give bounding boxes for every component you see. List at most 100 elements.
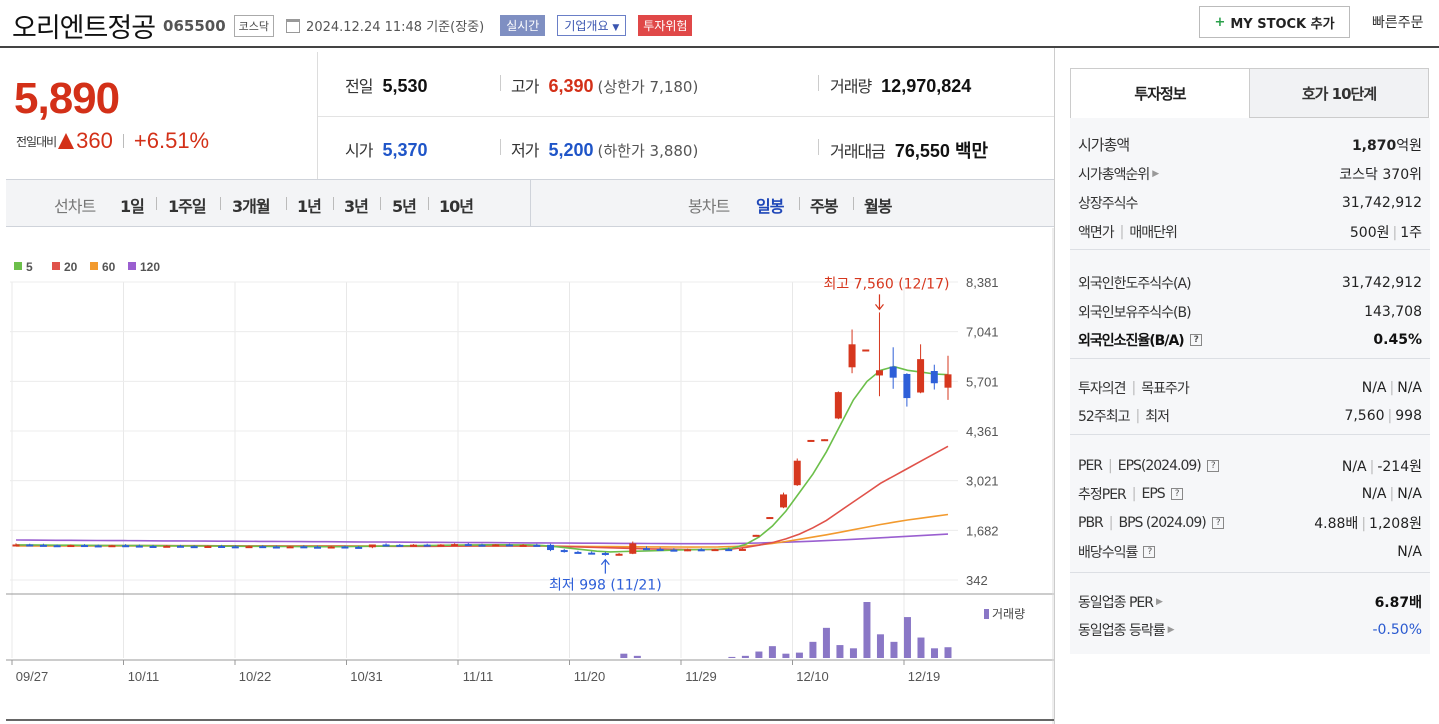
help-icon[interactable]: ? [1143,546,1156,558]
chevron-down-icon: ▼ [612,23,620,33]
target-price-text: 목표주가 [1141,381,1190,397]
chevron-right-icon: ▶ [1167,625,1175,635]
help-icon[interactable]: ? [1211,517,1224,529]
candle-body [930,371,938,384]
per-num: N/A [1341,459,1367,475]
candle-body [409,544,417,547]
divider [799,197,800,210]
stock-code: 065500 [163,16,226,35]
candle-body [711,549,719,552]
candle-body [451,544,459,547]
x-tick-label: 10/31 [350,669,383,684]
divider [156,197,157,210]
candle-body [752,534,760,537]
divider: | [1389,486,1395,502]
market-cap-row: 시가총액 1,870억원 [1078,134,1422,155]
candle-body [437,544,445,547]
volume-legend-label: 거래량 [992,607,1025,621]
tab-invest-info[interactable]: 투자정보 [1070,68,1250,118]
candle-body [314,546,322,549]
est-per-label: 추정PER | EPS? [1078,484,1183,504]
opinion-num: N/A [1361,380,1387,396]
tab-orderbook[interactable]: 호가 10단계 [1249,68,1429,118]
eps-num: -214원 [1377,459,1422,475]
volume-bar [768,646,776,658]
add-mystock-button[interactable]: + MY STOCK 추가 [1199,6,1350,38]
tab-daily[interactable]: 일봉 [756,197,784,216]
x-tick-label: 10/22 [239,669,272,684]
invest-info-body: 시가총액 1,870억원 시가총액순위 ▶ 코스닥 370위 상장주식수 31,7… [1070,118,1430,654]
divider: | [1135,408,1140,424]
per-row: PER | EPS(2024.09)? N/A | -214원 [1078,456,1422,476]
prev-close: 전일 5,530 [345,73,428,97]
tab-1y[interactable]: 1년 [297,197,322,216]
par-value-value: 500원 | 1주 [1350,222,1422,242]
per-text: PER [1078,458,1103,474]
tab-3m[interactable]: 3개월 [232,197,271,216]
opinion-row: 투자의견 | 목표주가 N/A | N/A [1078,378,1422,398]
divider [286,197,287,210]
candle-body [642,548,650,551]
candle-body [149,545,157,548]
divider [500,75,501,91]
page-header: 오리엔트정공 065500 코스닥 2024.12.24 11:48 기준(장중… [0,0,1439,48]
market-cap-rank-text: 시가총액순위 [1078,167,1150,183]
candle-body [135,545,143,548]
candle-body [629,543,637,554]
candle-body [382,544,390,547]
candle-body [574,551,582,554]
divider: | [1369,459,1375,475]
sector-per-row[interactable]: 동일업종 PER ▶ 6.87배 [1078,592,1422,612]
par-value-text: 액면가 [1078,225,1115,241]
y-tick-label: 8,381 [966,275,999,290]
y-tick-label: 4,361 [966,424,999,439]
volume-bar [876,634,884,658]
upper-limit: (상한가 7,180) [597,78,699,96]
candle-body [259,546,267,549]
price-chart[interactable]: 8,381 7,041 5,701 4,361 3,021 1,682 342 5 20 60 12… [6,228,1054,724]
tab-3y[interactable]: 3년 [344,197,369,216]
low-price: 저가 5,200 (하한가 3,880) [511,137,698,161]
divider [500,139,501,155]
candle-body [300,546,308,549]
par-value-row: 액면가 | 매매단위 500원 | 1주 [1078,222,1422,242]
pbr-label: PBR | BPS (2024.09)? [1078,515,1224,531]
candle-body [396,544,404,547]
up-triangle-icon [58,133,75,149]
ma-line-ma5 [16,365,949,553]
realtime-button[interactable]: 실시간 [500,15,546,36]
help-icon[interactable]: ? [1170,488,1183,500]
volume: 거래량 12,970,824 [830,73,971,97]
dividend-value: N/A [1397,544,1422,560]
foreign-limit-label: 외국인한도주식수(A) [1078,276,1192,292]
tab-10y[interactable]: 10년 [439,197,474,216]
est-per-value: N/A | N/A [1362,486,1422,502]
candle-body [684,549,692,552]
candle-body [862,349,870,352]
tab-5y[interactable]: 5년 [392,197,417,216]
foreign-ratio-value: 0.45% [1373,332,1422,348]
x-tick-label: 11/29 [685,669,717,684]
divider [530,180,531,226]
x-tick-label: 11/11 [463,669,494,684]
risk-badge: 투자위험 [638,15,693,36]
quick-order-link[interactable]: 빠른주문 [1372,15,1424,31]
tab-monthly[interactable]: 월봉 [864,197,892,216]
sector-change-row[interactable]: 동일업종 등락률 ▶ -0.50% [1078,620,1422,640]
divider [122,134,124,148]
help-icon[interactable]: ? [1189,334,1202,346]
tab-weekly[interactable]: 주봉 [810,197,838,216]
open-price: 시가 5,370 [345,137,428,161]
dividend-text: 배당수익률 [1078,545,1138,561]
candle-body [108,545,116,548]
company-info-dropdown[interactable]: 기업개요 ▼ [557,15,627,36]
par-value-num: 500원 [1349,225,1390,241]
tab-1w[interactable]: 1주일 [168,197,207,216]
candle-body [368,544,376,548]
help-icon[interactable]: ? [1206,460,1219,472]
week52-row: 52주최고 | 최저 7,560 | 998 [1078,406,1422,426]
high-annotation: 최고 7,560 (12/17) [823,276,949,292]
tab-1d[interactable]: 1일 [120,197,145,216]
market-cap-rank-row[interactable]: 시가총액순위 ▶ 코스닥 370위 [1078,164,1422,184]
volume-bar [903,617,911,658]
